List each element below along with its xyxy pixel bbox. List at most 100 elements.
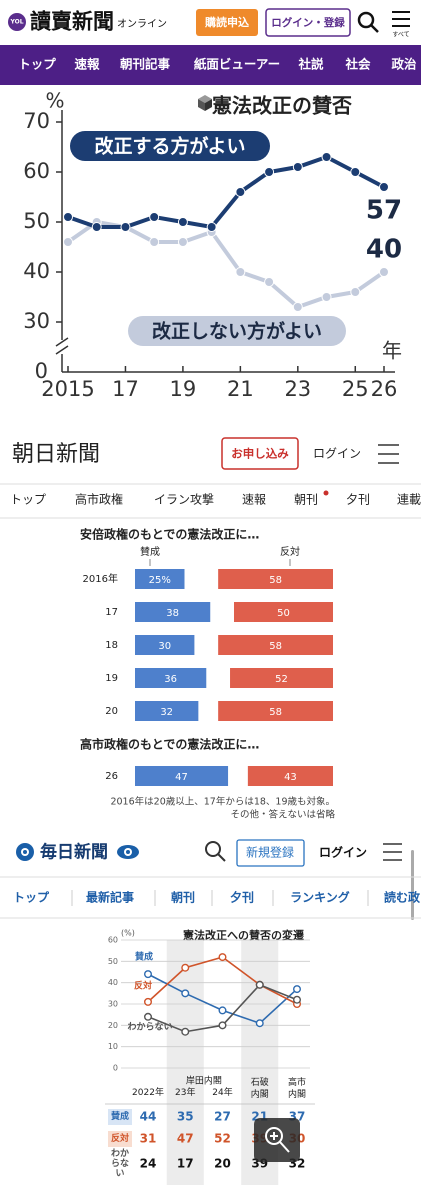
y-break-label: 0 xyxy=(35,359,48,383)
menu-icon[interactable] xyxy=(392,11,410,27)
nav-item[interactable]: 社説 xyxy=(297,57,324,72)
bar-label: 52 xyxy=(275,674,288,685)
bar-label: 58 xyxy=(269,707,282,718)
bar-label: 36 xyxy=(164,674,177,685)
nav-item[interactable]: 朝刊 xyxy=(171,890,195,905)
bar-label: 30 xyxy=(158,641,171,652)
login-link[interactable]: ログイン xyxy=(313,447,361,461)
row-header-bg xyxy=(108,1109,132,1125)
series-label: 改正する方がよい xyxy=(94,135,245,158)
x-axis-label: 年 xyxy=(382,339,402,363)
y-axis-label: (%) xyxy=(121,929,135,938)
point xyxy=(143,970,152,979)
subscribe-button[interactable] xyxy=(221,437,299,470)
nav-item[interactable]: トップ xyxy=(13,890,50,905)
menu-icon[interactable] xyxy=(383,843,402,861)
point xyxy=(264,167,275,177)
y-tick-label: 70 xyxy=(23,109,50,133)
point xyxy=(181,963,190,972)
end-label: 57 xyxy=(366,196,402,226)
series-label: 反対 xyxy=(134,980,152,992)
table-value: 20 xyxy=(214,1157,231,1171)
point xyxy=(218,953,227,962)
bar xyxy=(135,766,229,786)
category-label: 19 xyxy=(105,673,118,684)
bar-label: 43 xyxy=(284,772,297,783)
y-tick-label: 30 xyxy=(23,309,50,333)
nav-item[interactable]: トップ xyxy=(18,57,56,72)
bar xyxy=(135,569,185,589)
row-header-bg xyxy=(108,1131,132,1147)
table-value: 24 xyxy=(140,1157,157,1171)
bar xyxy=(247,766,333,786)
series-label-box xyxy=(128,316,346,346)
category-label: 石破内閣 xyxy=(250,1078,269,1100)
y-tick-label: 0 xyxy=(113,1064,118,1073)
logo[interactable]: 朝日新聞 xyxy=(12,442,100,467)
zoom-icon xyxy=(270,1132,290,1153)
bar xyxy=(135,668,207,688)
point xyxy=(143,1012,152,1021)
nav-item[interactable]: 夕刊 xyxy=(230,890,254,905)
y-tick-label: 60 xyxy=(23,159,50,183)
point xyxy=(91,222,102,232)
bar xyxy=(135,602,211,622)
bar-label: 38 xyxy=(166,608,179,619)
y-tick-label: 60 xyxy=(108,936,118,945)
nav-item[interactable]: 読む政 xyxy=(384,890,421,905)
point xyxy=(177,217,188,227)
end-label: 40 xyxy=(366,235,402,265)
nav-item[interactable]: トップ xyxy=(10,493,46,507)
search-icon[interactable] xyxy=(205,841,226,862)
nav-bar xyxy=(0,45,421,85)
bar-label: 32 xyxy=(160,707,173,718)
nav-item[interactable]: 最新記事 xyxy=(86,890,134,905)
nav-item[interactable]: イラン攻撃 xyxy=(154,492,214,507)
logo-icon xyxy=(16,843,34,861)
login-button[interactable] xyxy=(265,8,351,37)
nav-item[interactable]: 朝刊記事 xyxy=(120,57,171,72)
zoom-button[interactable] xyxy=(254,1118,300,1162)
series-label: 賛成 xyxy=(135,951,153,963)
logo[interactable]: 讀賣新聞 xyxy=(30,9,114,34)
nav-item[interactable]: 政治 xyxy=(391,57,417,72)
category-label: 23年 xyxy=(175,1088,196,1098)
table-value: 47 xyxy=(177,1132,194,1146)
y-tick-label: 40 xyxy=(23,259,50,283)
search-icon[interactable] xyxy=(357,11,379,33)
series-line xyxy=(67,154,385,230)
nav-item[interactable]: 夕刊 xyxy=(346,493,370,507)
note: その他・答えないは省略 xyxy=(230,809,335,821)
nav-item[interactable]: 速報 xyxy=(242,493,266,507)
point xyxy=(293,995,302,1004)
register-button[interactable] xyxy=(236,839,305,867)
nav-item[interactable]: 連載 xyxy=(397,493,421,507)
nav-item[interactable]: 朝刊 xyxy=(294,493,318,507)
y-tick-label: 40 xyxy=(108,978,118,987)
x-tick-label: 21 xyxy=(227,377,254,401)
logo[interactable]: 毎日新聞 xyxy=(40,842,108,863)
login-link[interactable]: ログイン xyxy=(319,845,367,860)
nav-item[interactable]: 紙面ビューアー xyxy=(194,57,280,72)
bar xyxy=(230,668,333,688)
note: 2016年は20歳以上、17年からは18、19歳も対象。 xyxy=(110,796,335,808)
point xyxy=(321,292,332,302)
row-header: 反対 xyxy=(110,1134,129,1144)
point xyxy=(120,222,131,232)
nav-item[interactable]: 高市政権 xyxy=(75,492,123,507)
nav-item[interactable]: 社会 xyxy=(344,57,371,72)
row-header: 賛成 xyxy=(110,1112,129,1122)
point xyxy=(292,302,303,312)
series-label: 改正しない方がよい xyxy=(152,320,322,343)
x-tick-label: 23 xyxy=(284,377,311,401)
badge: YOL xyxy=(9,19,23,26)
subscribe-button[interactable] xyxy=(196,9,258,36)
y-tick-label: 30 xyxy=(108,1000,118,1009)
x-tick-label: 2015 xyxy=(41,377,94,401)
menu-icon[interactable] xyxy=(378,444,399,464)
point xyxy=(255,980,264,989)
nav-item[interactable]: 速報 xyxy=(74,57,100,72)
nav-item[interactable]: ランキング xyxy=(290,890,350,905)
point xyxy=(206,222,217,232)
